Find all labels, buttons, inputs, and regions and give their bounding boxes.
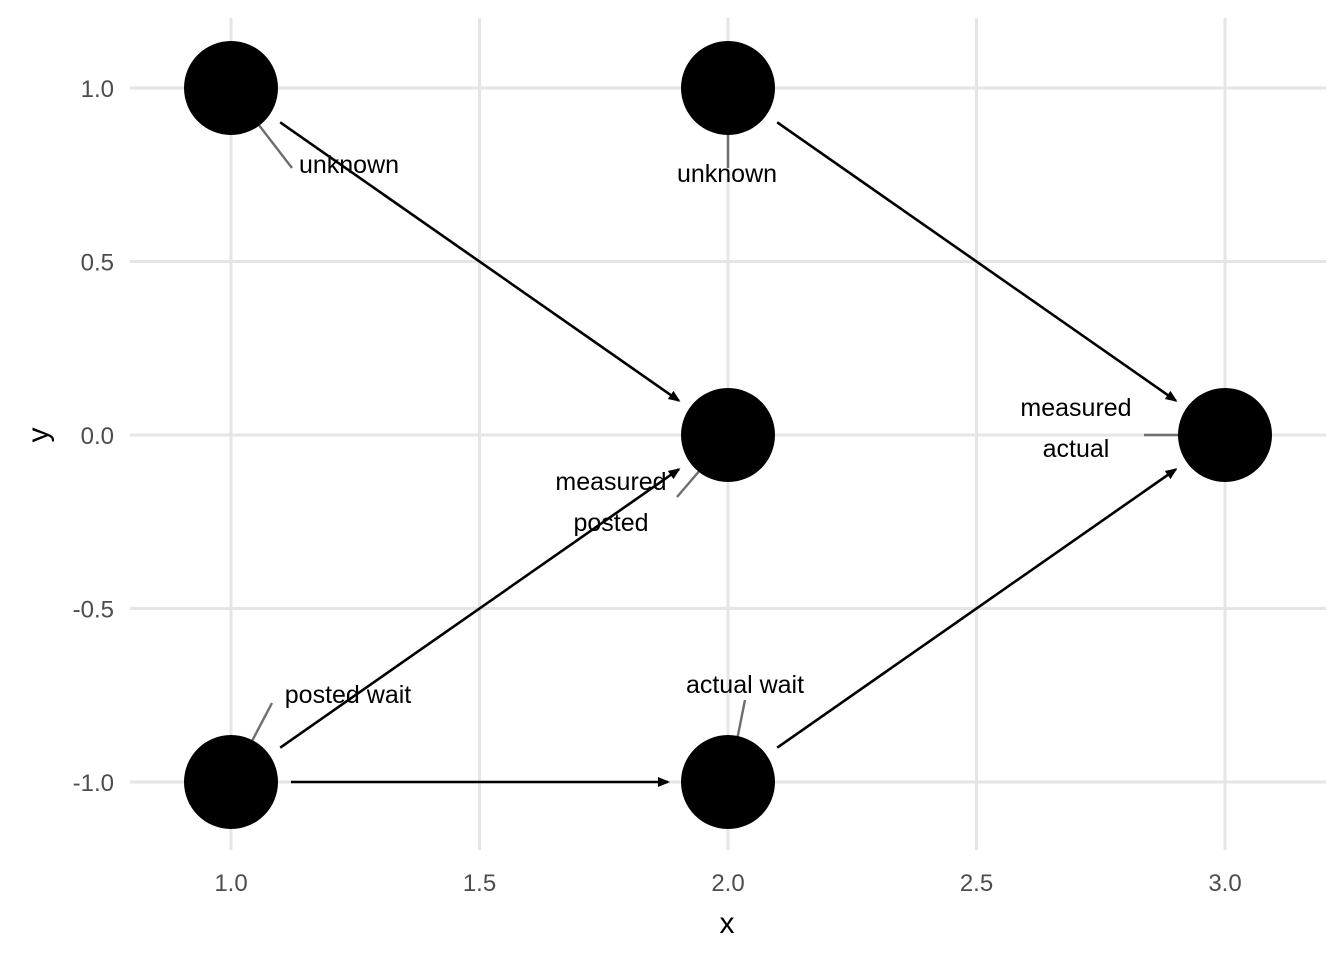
node-label-unknown_1: unknown	[299, 151, 399, 179]
edges	[279, 121, 1178, 787]
node-labels: posted wait actual wait unknown unknown meas…	[285, 151, 1132, 709]
node-label-unknown_2: unknown	[677, 160, 777, 188]
y-tick-label: 0.0	[81, 423, 114, 450]
y-tick-label: 0.5	[81, 250, 114, 277]
node-label-measured_posted: measured	[555, 468, 666, 496]
y-tick-label: -0.5	[73, 597, 114, 624]
y-tick-label: 1.0	[81, 76, 114, 103]
node-actual_wait	[681, 735, 775, 829]
edge-arrow-unknown_1-to-measured_posted	[279, 121, 681, 402]
x-tick-label: 1.0	[214, 870, 247, 897]
x-tick-label: 3.0	[1208, 870, 1241, 897]
edge-arrow-posted_wait-to-measured_posted	[279, 468, 681, 749]
tick-labels: 1.0 1.5 2.0 2.5 3.0 -1.0 -0.5 0.0 0.5 1.0	[73, 76, 1242, 897]
node-label-measured_actual: measured	[1020, 394, 1131, 422]
x-tick-label: 2.0	[711, 870, 744, 897]
y-axis-title: y	[22, 428, 55, 443]
edge-arrow-actual_wait-to-measured_actual	[776, 468, 1178, 749]
node-unknown_2	[681, 41, 775, 135]
x-tick-label: 1.5	[463, 870, 496, 897]
node-posted_wait	[184, 735, 278, 829]
nodes	[184, 41, 1272, 829]
node-label-actual_wait: actual wait	[686, 671, 804, 699]
node-measured_actual	[1178, 388, 1272, 482]
x-axis-title: x	[720, 907, 735, 940]
node-measured_posted	[681, 388, 775, 482]
node-label-measured_posted: posted	[573, 509, 648, 537]
edge-arrow-unknown_2-to-measured_actual	[776, 121, 1178, 402]
node-label-measured_actual: actual	[1043, 435, 1110, 463]
node-label-posted_wait: posted wait	[285, 681, 412, 709]
x-tick-label: 2.5	[960, 870, 993, 897]
y-tick-label: -1.0	[73, 770, 114, 797]
node-unknown_1	[184, 41, 278, 135]
